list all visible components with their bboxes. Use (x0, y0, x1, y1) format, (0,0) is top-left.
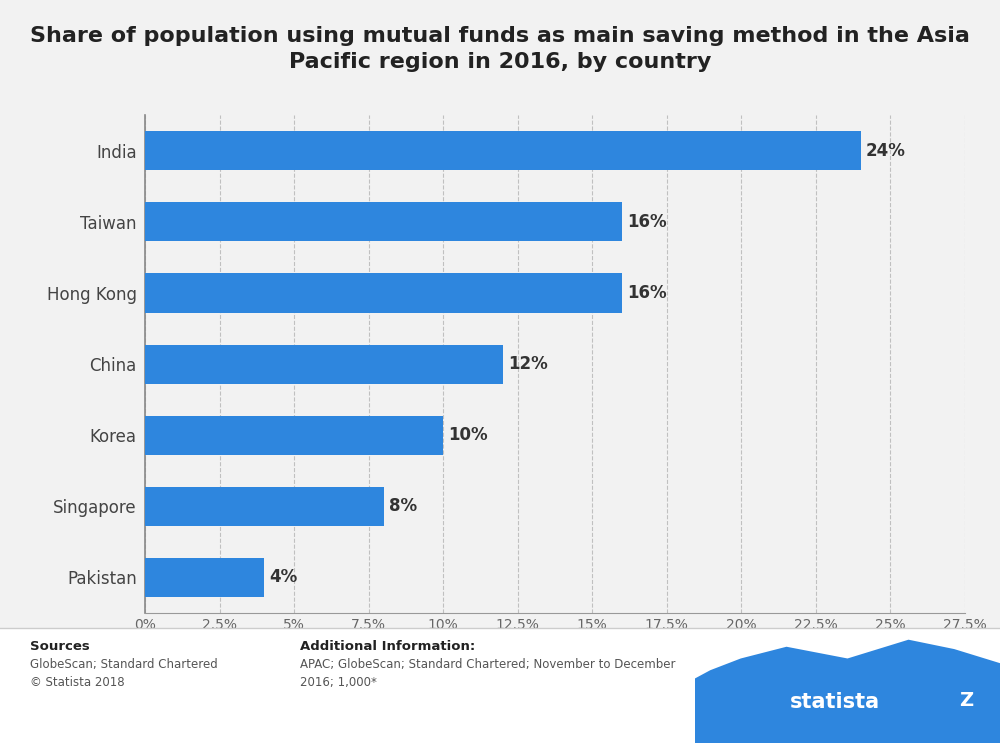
Text: Sources: Sources (30, 640, 90, 653)
Text: Share of population using mutual funds as main saving method in the Asia
Pacific: Share of population using mutual funds a… (30, 26, 970, 72)
Bar (145, 202, 622, 241)
Text: 10%: 10% (449, 426, 488, 444)
Text: 12%: 12% (508, 355, 548, 373)
Text: 16%: 16% (627, 284, 667, 302)
Bar (145, 273, 622, 313)
Bar (145, 345, 503, 383)
Text: 16%: 16% (627, 212, 667, 231)
Bar (145, 558, 264, 597)
Polygon shape (695, 640, 1000, 743)
Text: 8%: 8% (389, 497, 417, 516)
Bar (145, 487, 384, 526)
Text: Z: Z (959, 691, 973, 710)
Bar (145, 132, 861, 170)
Text: GlobeScan; Standard Chartered
© Statista 2018: GlobeScan; Standard Chartered © Statista… (30, 658, 218, 689)
Text: APAC; GlobeScan; Standard Chartered; November to December
2016; 1,000*: APAC; GlobeScan; Standard Chartered; Nov… (300, 658, 676, 689)
Text: Additional Information:: Additional Information: (300, 640, 475, 653)
Bar (145, 415, 443, 455)
Text: 4%: 4% (270, 568, 298, 586)
Text: statista: statista (790, 692, 880, 712)
X-axis label: Share of population: Share of population (480, 640, 630, 655)
Text: 24%: 24% (866, 142, 906, 160)
